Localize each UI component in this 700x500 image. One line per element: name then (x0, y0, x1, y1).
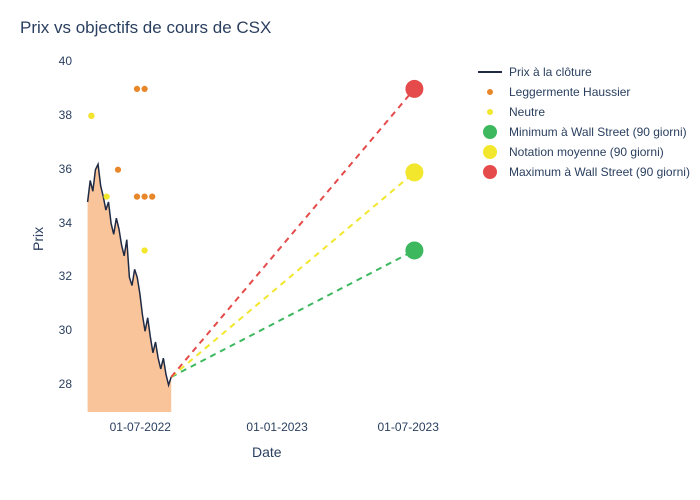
legend-label: Leggermente Haussier (509, 85, 630, 99)
legend-marker-icon (475, 124, 505, 140)
legend-label: Maximum à Wall Street (90 giorni) (509, 165, 690, 179)
legend-item[interactable]: Notation moyenne (90 giorni) (475, 142, 690, 162)
legend-item[interactable]: Neutre (475, 102, 690, 122)
chart-legend: Prix à la clôture Leggermente Haussier Neu… (475, 62, 690, 182)
y-tick: 32 (59, 269, 72, 283)
chart-title: Prix vs objectifs de cours de CSX (20, 18, 271, 38)
y-tick: 28 (59, 377, 72, 391)
y-tick: 34 (59, 216, 72, 230)
legend-item[interactable]: Leggermente Haussier (475, 82, 690, 102)
y-tick: 40 (59, 54, 72, 68)
x-tick: 01-01-2023 (246, 420, 307, 434)
x-tick: 01-07-2022 (110, 420, 171, 434)
x-tick: 01-07-2023 (378, 420, 439, 434)
x-axis-label: Date (252, 444, 282, 460)
legend-item[interactable]: Maximum à Wall Street (90 giorni) (475, 162, 690, 182)
legend-marker-icon (475, 106, 505, 118)
legend-marker-icon (475, 164, 505, 180)
legend-marker-icon (475, 66, 505, 78)
legend-label: Prix à la clôture (509, 65, 592, 79)
y-tick: 38 (59, 108, 72, 122)
legend-label: Neutre (509, 105, 545, 119)
legend-marker-icon (475, 144, 505, 160)
y-tick: 36 (59, 162, 72, 176)
legend-item[interactable]: Prix à la clôture (475, 62, 690, 82)
chart-plot-area (80, 62, 460, 412)
legend-item[interactable]: Minimum à Wall Street (90 giorni) (475, 122, 690, 142)
legend-label: Notation moyenne (90 giorni) (509, 145, 664, 159)
legend-marker-icon (475, 86, 505, 98)
legend-label: Minimum à Wall Street (90 giorni) (509, 125, 687, 139)
y-axis-label: Prix (30, 227, 46, 251)
y-tick: 30 (59, 323, 72, 337)
